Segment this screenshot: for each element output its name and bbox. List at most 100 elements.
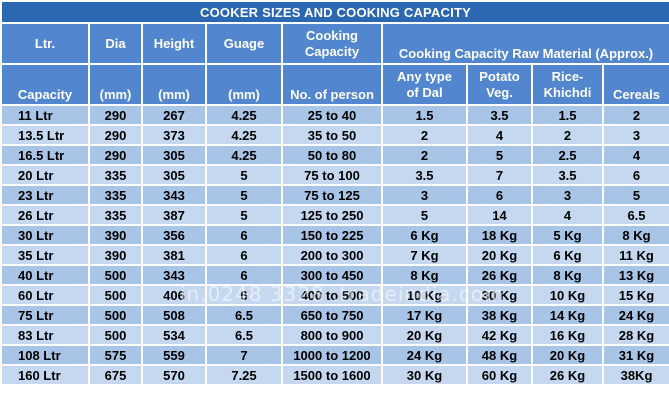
dia-cell: 500 xyxy=(88,304,143,326)
table-row: 75 Ltr 500 508 6.5 650 to 750 17 Kg 38 Kg 14 Kg… xyxy=(0,304,669,326)
capacity-cell: 60 Ltr xyxy=(0,284,90,306)
dal-cell: 24 Kg xyxy=(381,344,468,366)
table-row: 30 Ltr 390 356 6 150 to 225 6 Kg 18 Kg 5 Kg 8 Kg xyxy=(0,224,669,246)
rice-cell: 26 Kg xyxy=(531,364,604,386)
capacity-cell: 20 Ltr xyxy=(0,164,90,186)
header-cereals: Cereals xyxy=(602,63,669,106)
potato-cell: 7 xyxy=(466,164,533,186)
cereals-cell: 31 Kg xyxy=(602,344,669,366)
header-dal-line1: Any type xyxy=(397,68,452,84)
rice-cell: 6 Kg xyxy=(531,244,604,266)
height-cell: 534 xyxy=(141,324,207,346)
height-cell: 373 xyxy=(141,124,207,146)
dia-cell: 390 xyxy=(88,244,143,266)
cereals-cell: 38Kg xyxy=(602,364,669,386)
persons-cell: 50 to 80 xyxy=(281,144,383,166)
header-dal-line2: of Dal xyxy=(406,84,443,100)
height-cell: 406 xyxy=(141,284,207,306)
dal-cell: 6 Kg xyxy=(381,224,468,246)
cereals-cell: 8 Kg xyxy=(602,224,669,246)
rice-cell: 16 Kg xyxy=(531,324,604,346)
cereals-cell: 4 xyxy=(602,144,669,166)
dal-cell: 3 xyxy=(381,184,468,206)
dia-cell: 675 xyxy=(88,364,143,386)
dia-cell: 335 xyxy=(88,204,143,226)
header-dia-unit: (mm) xyxy=(88,63,143,106)
cereals-cell: 24 Kg xyxy=(602,304,669,326)
height-cell: 559 xyxy=(141,344,207,366)
height-cell: 343 xyxy=(141,184,207,206)
capacity-cell: 108 Ltr xyxy=(0,344,90,366)
header-cooking-capacity-line1: Cooking xyxy=(306,27,358,43)
capacity-cell: 35 Ltr xyxy=(0,244,90,266)
cereals-cell: 15 Kg xyxy=(602,284,669,306)
table-row: 20 Ltr 335 305 5 75 to 100 3.5 7 3.5 6 xyxy=(0,164,669,186)
guage-cell: 5 xyxy=(205,204,283,226)
dal-cell: 2 xyxy=(381,124,468,146)
persons-cell: 1000 to 1200 xyxy=(281,344,383,366)
persons-cell: 800 to 900 xyxy=(281,324,383,346)
header-no-of-person: No. of person xyxy=(281,63,383,106)
rice-cell: 8 Kg xyxy=(531,264,604,286)
cereals-cell: 5 xyxy=(602,184,669,206)
table-row: 23 Ltr 335 343 5 75 to 125 3 6 3 5 xyxy=(0,184,669,206)
capacity-cell: 160 Ltr xyxy=(0,364,90,386)
rice-cell: 2 xyxy=(531,124,604,146)
table-row: 40 Ltr 500 343 6 300 to 450 8 Kg 26 Kg 8 Kg 13 K… xyxy=(0,264,669,286)
potato-cell: 18 Kg xyxy=(466,224,533,246)
potato-cell: 60 Kg xyxy=(466,364,533,386)
potato-cell: 3.5 xyxy=(466,104,533,126)
dal-cell: 30 Kg xyxy=(381,364,468,386)
potato-cell: 14 xyxy=(466,204,533,226)
persons-cell: 35 to 50 xyxy=(281,124,383,146)
rice-cell: 14 Kg xyxy=(531,304,604,326)
potato-cell: 6 xyxy=(466,184,533,206)
guage-cell: 7 xyxy=(205,344,283,366)
capacity-cell: 40 Ltr xyxy=(0,264,90,286)
guage-cell: 6 xyxy=(205,244,283,266)
guage-cell: 6 xyxy=(205,284,283,306)
rice-cell: 1.5 xyxy=(531,104,604,126)
cereals-cell: 6 xyxy=(602,164,669,186)
capacity-cell: 16.5 Ltr xyxy=(0,144,90,166)
dia-cell: 500 xyxy=(88,264,143,286)
height-cell: 508 xyxy=(141,304,207,326)
potato-cell: 4 xyxy=(466,124,533,146)
table-row: 35 Ltr 390 381 6 200 to 300 7 Kg 20 Kg 6 Kg 11 K… xyxy=(0,244,669,266)
cereals-cell: 2 xyxy=(602,104,669,126)
potato-cell: 48 Kg xyxy=(466,344,533,366)
guage-cell: 5 xyxy=(205,164,283,186)
guage-cell: 4.25 xyxy=(205,124,283,146)
guage-cell: 6 xyxy=(205,224,283,246)
header-potato-line2: Veg. xyxy=(486,84,513,100)
height-cell: 343 xyxy=(141,264,207,286)
dal-cell: 20 Kg xyxy=(381,324,468,346)
potato-cell: 38 Kg xyxy=(466,304,533,326)
rice-cell: 2.5 xyxy=(531,144,604,166)
header-potato-line1: Potato xyxy=(479,68,520,84)
persons-cell: 650 to 750 xyxy=(281,304,383,326)
dia-cell: 290 xyxy=(88,104,143,126)
height-cell: 570 xyxy=(141,364,207,386)
persons-cell: 150 to 225 xyxy=(281,224,383,246)
guage-cell: 7.25 xyxy=(205,364,283,386)
table-row: 60 Ltr 500 406 6 400 to 500 10 Kg 30 Kg 10 Kg 15… xyxy=(0,284,669,306)
cereals-cell: 6.5 xyxy=(602,204,669,226)
rice-cell: 3 xyxy=(531,184,604,206)
dia-cell: 335 xyxy=(88,164,143,186)
guage-cell: 5 xyxy=(205,184,283,206)
dia-cell: 290 xyxy=(88,144,143,166)
cereals-cell: 11 Kg xyxy=(602,244,669,266)
dia-cell: 575 xyxy=(88,344,143,366)
persons-cell: 125 to 250 xyxy=(281,204,383,226)
potato-cell: 5 xyxy=(466,144,533,166)
cereals-cell: 3 xyxy=(602,124,669,146)
cereals-cell: 13 Kg xyxy=(602,264,669,286)
potato-cell: 20 Kg xyxy=(466,244,533,266)
table-row: 83 Ltr 500 534 6.5 800 to 900 20 Kg 42 Kg 16 Kg… xyxy=(0,324,669,346)
header-guage: Guage xyxy=(205,22,283,65)
persons-cell: 300 to 450 xyxy=(281,264,383,286)
height-cell: 387 xyxy=(141,204,207,226)
persons-cell: 400 to 500 xyxy=(281,284,383,306)
